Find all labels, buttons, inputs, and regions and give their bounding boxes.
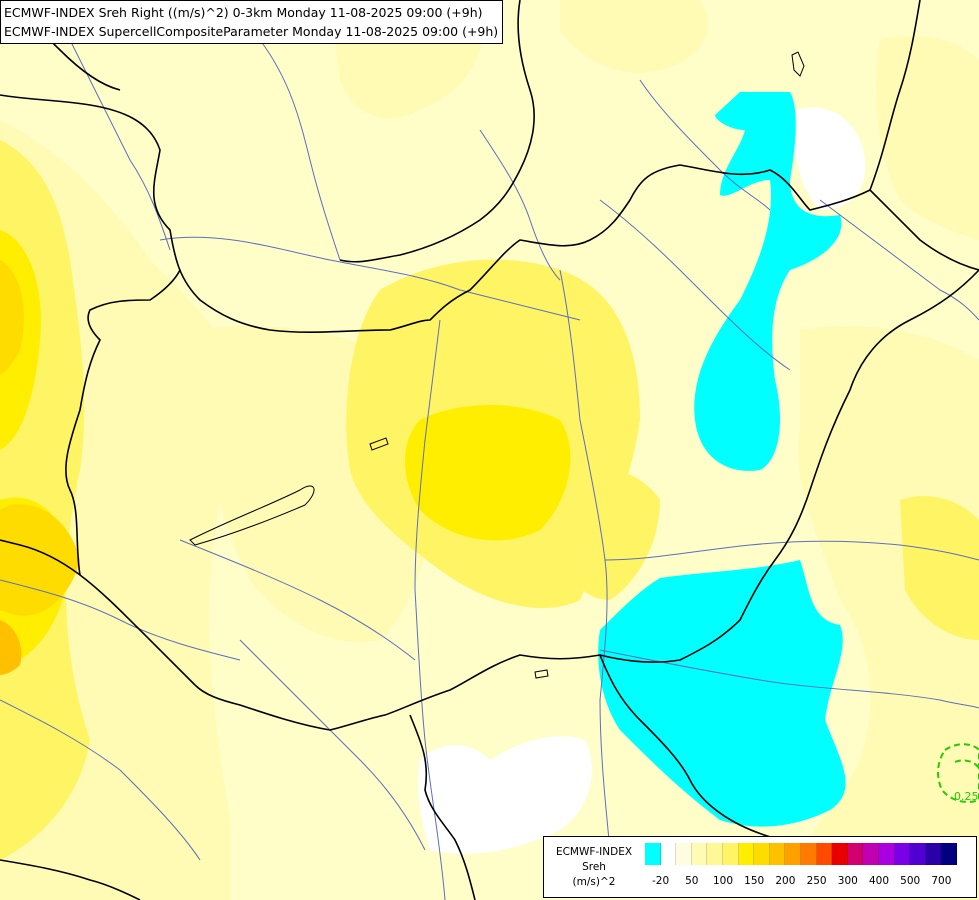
legend-tick-label: 200 — [775, 875, 796, 887]
legend-tick-label: 100 — [712, 875, 734, 887]
legend-swatch — [878, 843, 895, 865]
legend-tick-label: 300 — [837, 875, 858, 887]
lake-tiny — [791, 51, 805, 77]
legend-swatch — [832, 843, 848, 865]
legend-tick-label: 250 — [806, 875, 827, 887]
legend-swatch — [707, 843, 723, 865]
legend-swatch — [738, 843, 755, 865]
legend-tick-label: 700 — [931, 875, 952, 887]
legend-swatch — [691, 843, 708, 865]
rivers — [0, 39, 979, 900]
legend-tick-label: 400 — [868, 875, 890, 887]
legend-swatch — [769, 843, 786, 865]
legend-swatch — [863, 843, 879, 865]
lake-small — [369, 437, 389, 451]
lakes — [189, 51, 805, 679]
legend-variable: Sreh — [582, 861, 606, 873]
legend-swatch — [660, 843, 677, 865]
lake-south — [534, 669, 549, 679]
color-legend: ECMWF-INDEX Sreh (m/s)^2 -20 50 100 150 200 2… — [543, 836, 977, 898]
field-white — [418, 107, 866, 854]
legend-swatch — [847, 843, 864, 865]
map-title-box: ECMWF-INDEX Sreh Right ((m/s)^2) 0-3km M… — [0, 0, 504, 44]
legend-swatch — [676, 843, 692, 865]
legend-swatch — [754, 843, 770, 865]
legend-swatch — [645, 843, 661, 865]
legend-tick-label: 500 — [900, 875, 921, 887]
legend-tick-labels: -20 50 100 150 200 250 300 400 500 700 — [645, 875, 975, 891]
legend-swatch — [894, 843, 911, 865]
legend-color-bar — [645, 843, 957, 865]
legend-tick-label: 150 — [744, 875, 765, 887]
legend-swatch — [722, 843, 739, 865]
legend-swatch — [816, 843, 833, 865]
legend-unit: (m/s)^2 — [572, 876, 616, 888]
legend-tick-label: -20 — [652, 875, 670, 887]
legend-swatch — [925, 843, 942, 865]
legend-label: ECMWF-INDEX Sreh (m/s)^2 — [544, 845, 644, 890]
legend-tick-label: 50 — [685, 875, 699, 887]
legend-source: ECMWF-INDEX — [555, 846, 633, 858]
legend-swatch — [910, 843, 926, 865]
legend-swatch — [785, 843, 801, 865]
title-line-1: ECMWF-INDEX Sreh Right ((m/s)^2) 0-3km M… — [4, 5, 483, 20]
field-orange — [0, 260, 80, 675]
contour-label: 0.25 — [954, 790, 979, 803]
legend-swatch — [800, 843, 817, 865]
lake-balaton — [189, 485, 315, 546]
legend-swatch — [941, 843, 957, 865]
title-line-2: ECMWF-INDEX SupercellCompositeParameter … — [4, 24, 499, 39]
supercell-contour — [937, 743, 979, 803]
